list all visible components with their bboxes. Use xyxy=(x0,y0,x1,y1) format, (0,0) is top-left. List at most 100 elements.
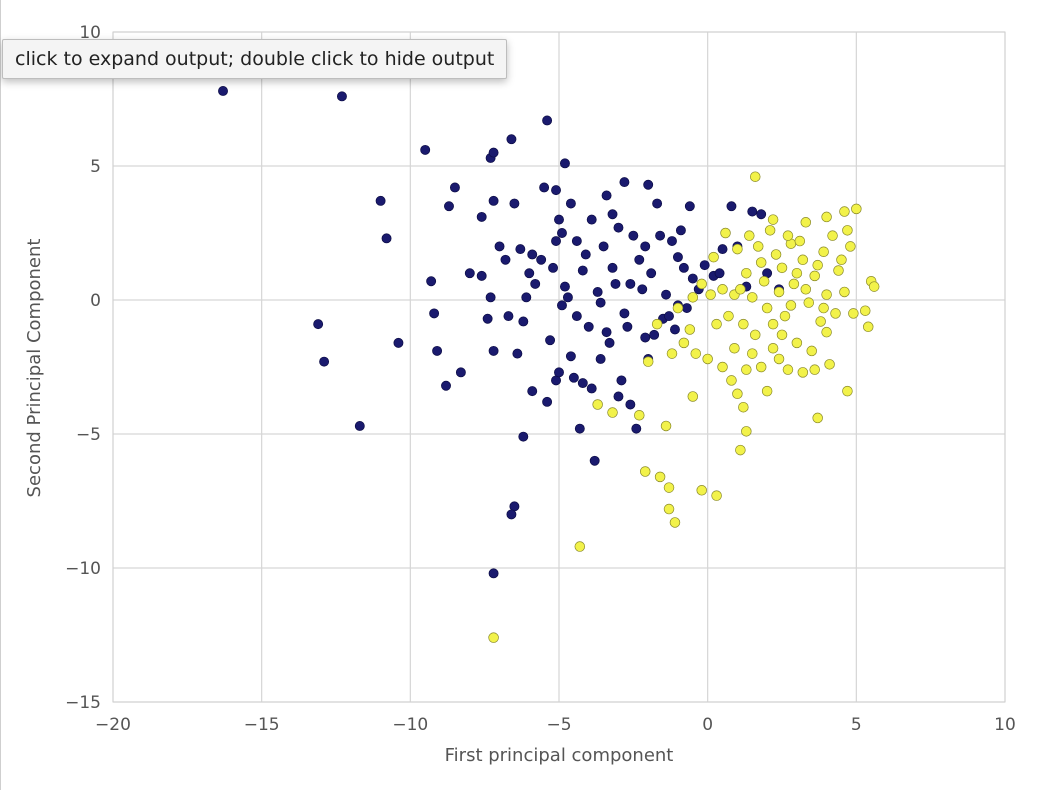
scatter-point xyxy=(818,302,829,314)
scatter-point xyxy=(420,144,431,155)
scatter-point xyxy=(687,391,699,402)
scatter-point xyxy=(509,198,520,209)
scatter-point xyxy=(488,195,499,206)
scatter-point xyxy=(782,230,794,241)
scatter-point xyxy=(670,324,680,335)
scatter-point xyxy=(518,431,529,442)
scatter-point xyxy=(860,305,871,316)
scatter-point xyxy=(690,348,702,359)
scatter-point xyxy=(512,348,523,359)
scatter-point xyxy=(429,308,440,319)
x-tick-label: −20 xyxy=(95,715,131,735)
scatter-point xyxy=(687,273,698,284)
scatter-point xyxy=(571,311,582,322)
scatter-point xyxy=(664,311,674,322)
scatter-point xyxy=(711,318,722,330)
scatter-point xyxy=(500,254,511,265)
scatter-point xyxy=(747,348,758,359)
scatter-point xyxy=(726,201,737,212)
x-tick-label: −15 xyxy=(244,715,280,735)
scatter-point xyxy=(545,335,556,346)
scatter-point xyxy=(559,281,570,292)
scatter-point xyxy=(809,270,820,282)
scatter-point xyxy=(705,289,716,300)
scatter-point xyxy=(661,289,671,300)
scatter-point xyxy=(655,230,666,241)
scatter-point xyxy=(678,262,689,273)
scatter-point xyxy=(687,292,699,303)
x-tick-label: −5 xyxy=(546,715,571,735)
scatter-point xyxy=(758,275,770,287)
scatter-point xyxy=(821,289,832,300)
scatter-point xyxy=(646,268,657,279)
scatter-point xyxy=(821,326,832,338)
output-toggle-tooltip[interactable]: click to expand output; double click to … xyxy=(2,39,508,79)
scatter-point xyxy=(711,490,722,501)
x-tick-label: 5 xyxy=(851,715,862,735)
scatter-point xyxy=(732,388,743,400)
scatter-point xyxy=(583,321,594,332)
scatter-point xyxy=(770,249,782,260)
scatter-point xyxy=(616,375,627,386)
scatter-point xyxy=(354,421,365,431)
scatter-point xyxy=(637,284,648,295)
scatter-point xyxy=(723,310,734,322)
scatter-point xyxy=(782,364,794,375)
scatter-point xyxy=(464,268,475,279)
scatter-point xyxy=(539,182,550,193)
scatter-point xyxy=(506,509,517,520)
scatter-point xyxy=(494,241,505,252)
x-tick-label: 0 xyxy=(702,715,713,735)
scatter-point xyxy=(640,332,651,343)
scatter-point xyxy=(735,444,746,456)
scatter-point xyxy=(574,423,585,434)
scatter-point xyxy=(613,391,624,402)
scatter-point xyxy=(476,270,487,281)
scatter-point xyxy=(551,236,561,246)
scatter-point xyxy=(643,179,654,190)
scatter-point xyxy=(785,300,797,311)
scatter-point xyxy=(729,342,740,354)
scatter-point xyxy=(488,568,499,579)
y-tick-label: 5 xyxy=(90,157,101,177)
scatter-point xyxy=(595,354,606,364)
scatter-point xyxy=(749,171,761,182)
scatter-point xyxy=(628,230,639,241)
scatter-point xyxy=(476,211,487,222)
scatter-point xyxy=(515,244,526,255)
scatter-point xyxy=(800,217,812,228)
scatter-point xyxy=(640,241,651,252)
scatter-point xyxy=(631,423,642,434)
scatter-point xyxy=(717,244,728,255)
scatter-point xyxy=(557,228,567,238)
x-tick-label: −10 xyxy=(392,715,428,735)
scatter-point xyxy=(696,485,707,496)
scatter-point xyxy=(607,407,618,418)
scatter-point xyxy=(455,367,466,378)
scatter-point xyxy=(218,86,228,96)
scatter-point xyxy=(818,246,829,258)
scatter-point xyxy=(755,361,767,373)
scatter-point xyxy=(639,466,651,477)
scatter-point xyxy=(488,147,499,158)
scatter-point xyxy=(791,337,803,349)
scatter-point xyxy=(601,327,612,338)
scatter-point xyxy=(773,286,785,298)
scatter-point xyxy=(375,195,386,206)
scatter-point xyxy=(444,201,454,212)
scatter-point xyxy=(651,318,663,330)
scatter-point xyxy=(839,206,850,217)
scatter-point xyxy=(836,254,847,266)
scatter-point xyxy=(764,225,776,236)
scatter-point xyxy=(741,426,752,437)
scatter-point xyxy=(663,503,675,515)
scatter-point xyxy=(776,329,788,341)
scatter-point xyxy=(824,359,835,370)
output-area-border xyxy=(0,0,1,790)
scatter-point xyxy=(738,401,749,413)
scatter-point xyxy=(809,364,820,375)
scatter-point xyxy=(503,311,514,322)
scatter-point xyxy=(601,190,612,201)
scatter-point xyxy=(574,541,586,552)
scatter-point xyxy=(313,319,324,330)
